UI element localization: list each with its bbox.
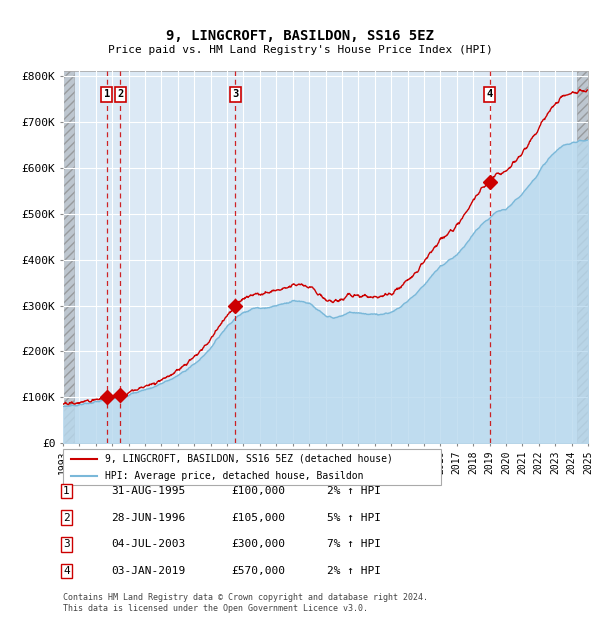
Text: Contains HM Land Registry data © Crown copyright and database right 2024.
This d: Contains HM Land Registry data © Crown c… xyxy=(63,593,428,613)
Text: 31-AUG-1995: 31-AUG-1995 xyxy=(111,486,185,496)
Text: 9, LINGCROFT, BASILDON, SS16 5EZ (detached house): 9, LINGCROFT, BASILDON, SS16 5EZ (detach… xyxy=(104,454,392,464)
Text: 3: 3 xyxy=(232,89,239,99)
Text: £300,000: £300,000 xyxy=(231,539,285,549)
Text: 04-JUL-2003: 04-JUL-2003 xyxy=(111,539,185,549)
Bar xyxy=(577,67,593,443)
Text: £105,000: £105,000 xyxy=(231,513,285,523)
Text: 2% ↑ HPI: 2% ↑ HPI xyxy=(327,486,381,496)
Text: £570,000: £570,000 xyxy=(231,566,285,576)
Bar xyxy=(63,67,74,443)
Text: 28-JUN-1996: 28-JUN-1996 xyxy=(111,513,185,523)
Text: 5% ↑ HPI: 5% ↑ HPI xyxy=(327,513,381,523)
Text: 4: 4 xyxy=(487,89,493,99)
Text: 03-JAN-2019: 03-JAN-2019 xyxy=(111,566,185,576)
Text: £100,000: £100,000 xyxy=(231,486,285,496)
Text: 7% ↑ HPI: 7% ↑ HPI xyxy=(327,539,381,549)
Text: 4: 4 xyxy=(63,566,70,576)
Text: 3: 3 xyxy=(63,539,70,549)
Text: 2: 2 xyxy=(63,513,70,523)
Text: 9, LINGCROFT, BASILDON, SS16 5EZ: 9, LINGCROFT, BASILDON, SS16 5EZ xyxy=(166,29,434,43)
Text: 2: 2 xyxy=(117,89,124,99)
Text: Price paid vs. HM Land Registry's House Price Index (HPI): Price paid vs. HM Land Registry's House … xyxy=(107,45,493,55)
Text: 2% ↑ HPI: 2% ↑ HPI xyxy=(327,566,381,576)
Text: 1: 1 xyxy=(63,486,70,496)
Text: HPI: Average price, detached house, Basildon: HPI: Average price, detached house, Basi… xyxy=(104,471,363,481)
Text: 1: 1 xyxy=(104,89,110,99)
